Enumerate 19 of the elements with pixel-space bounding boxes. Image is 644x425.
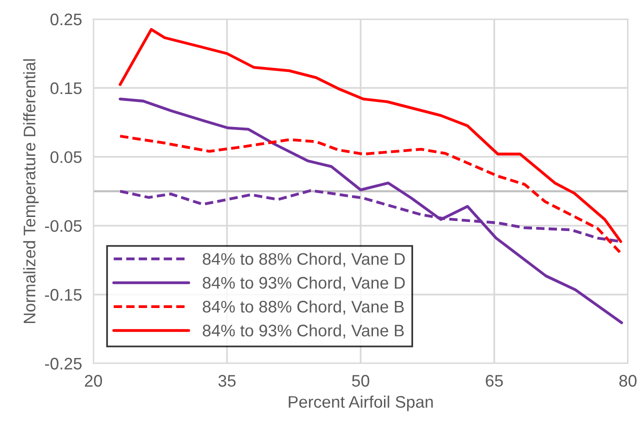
- line-series: [118, 28, 622, 243]
- y-tick-label: 0.05: [50, 151, 82, 164]
- y-tick-label: 0.25: [50, 14, 82, 26]
- line-series: [118, 98, 624, 324]
- x-tick-label: 50: [352, 374, 370, 387]
- legend-label: 84% to 93% Chord, Vane B: [202, 324, 404, 338]
- legend-label: 84% to 93% Chord, Vane D: [202, 276, 405, 291]
- legend-label: 84% to 88% Chord, Vane D: [202, 252, 405, 267]
- y-tick-label: 0.15: [50, 82, 82, 94]
- x-tick-label: 65: [486, 374, 503, 387]
- y-tick-label: -0.15: [45, 288, 82, 301]
- x-tick-label: 35: [218, 374, 236, 387]
- x-axis-title: Percent Airfoil Span: [288, 396, 433, 412]
- x-tick-label: 80: [619, 374, 637, 387]
- y-tick-label: -0.25: [45, 358, 82, 370]
- y-axis-title: Normalized Temperature Differential: [23, 59, 39, 323]
- legend-label: 84% to 88% Chord, Vane B: [202, 300, 404, 315]
- x-tick-label: 20: [84, 374, 102, 387]
- y-tick-label: -0.05: [45, 220, 82, 232]
